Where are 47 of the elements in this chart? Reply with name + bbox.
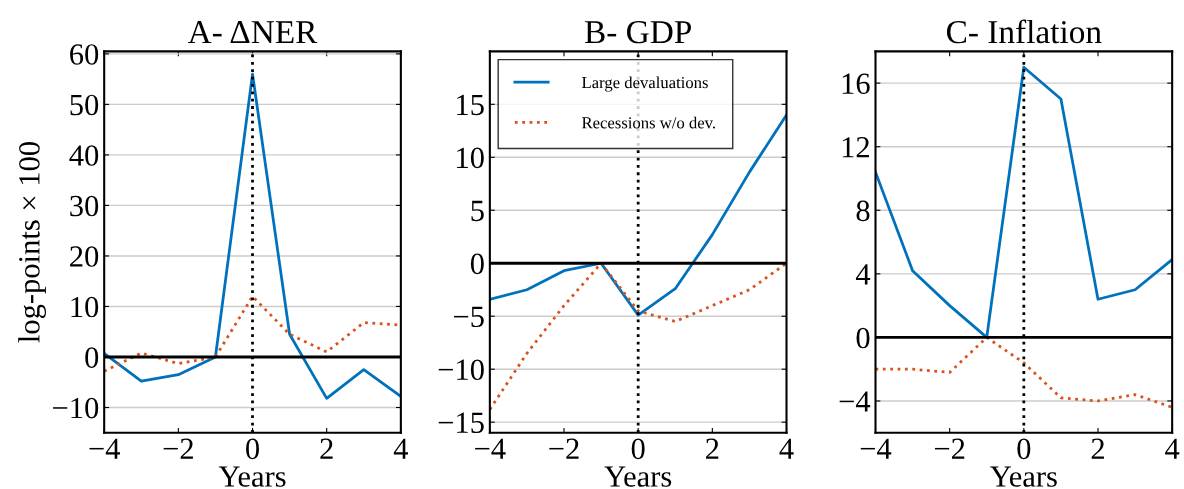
x-tick-label: 0 <box>246 438 259 460</box>
x-axis-title: Years <box>218 466 286 487</box>
line-series <box>489 113 787 317</box>
y-tick-label: 10 <box>457 147 484 169</box>
chart-title: C- Inflation <box>946 19 1102 44</box>
chart-title: A- ΔNER <box>187 21 318 44</box>
line-series <box>875 336 1173 409</box>
x-tick-label: −2 <box>163 438 193 459</box>
chart-title: B- GDP <box>584 20 692 44</box>
y-tick-label: 0 <box>85 347 99 368</box>
y-tick-label: 10 <box>71 296 99 318</box>
y-tick-label: 15 <box>457 94 484 116</box>
x-tick-label: 4 <box>1165 438 1180 459</box>
y-tick-label: −10 <box>53 397 99 419</box>
x-axis-title: Years <box>990 466 1057 487</box>
y-tick-label: 12 <box>842 137 869 158</box>
y-tick-label: −4 <box>839 391 871 412</box>
x-tick-label: −4 <box>89 438 120 459</box>
y-tick-label: 40 <box>69 145 99 166</box>
x-tick-label: 4 <box>393 438 409 459</box>
y-tick-label: 0 <box>856 327 870 349</box>
x-tick-label: 0 <box>1017 438 1031 460</box>
x-tick-label: 2 <box>320 438 333 459</box>
x-tick-label: 0 <box>631 438 645 460</box>
y-tick-label: 4 <box>855 264 871 285</box>
y-tick-label: 16 <box>842 73 870 95</box>
x-tick-label: −2 <box>934 438 965 459</box>
y-tick-label: −5 <box>454 306 484 328</box>
line-series <box>104 72 401 400</box>
line-series <box>875 65 1173 339</box>
y-axis-title: log-points × 100 <box>18 142 46 343</box>
y-tick-label: 50 <box>70 94 99 116</box>
y-tick-label: −10 <box>438 359 484 381</box>
y-tick-label: 8 <box>856 200 870 222</box>
y-tick-label: −15 <box>438 412 484 434</box>
x-tick-label: 2 <box>706 438 719 459</box>
x-tick-label: 2 <box>1091 438 1104 459</box>
y-tick-label: 60 <box>70 44 99 65</box>
y-tick-label: 30 <box>70 195 99 217</box>
y-tick-label: 20 <box>70 246 99 267</box>
y-tick-label: 5 <box>471 200 484 222</box>
x-tick-label: 4 <box>779 438 794 459</box>
x-tick-label: −2 <box>549 438 579 459</box>
y-tick-label: 0 <box>470 253 484 275</box>
legend-label: Large devaluations <box>581 76 708 92</box>
legend-label: Recessions w/o dev. <box>581 116 715 129</box>
x-axis-title: Years <box>604 466 672 487</box>
